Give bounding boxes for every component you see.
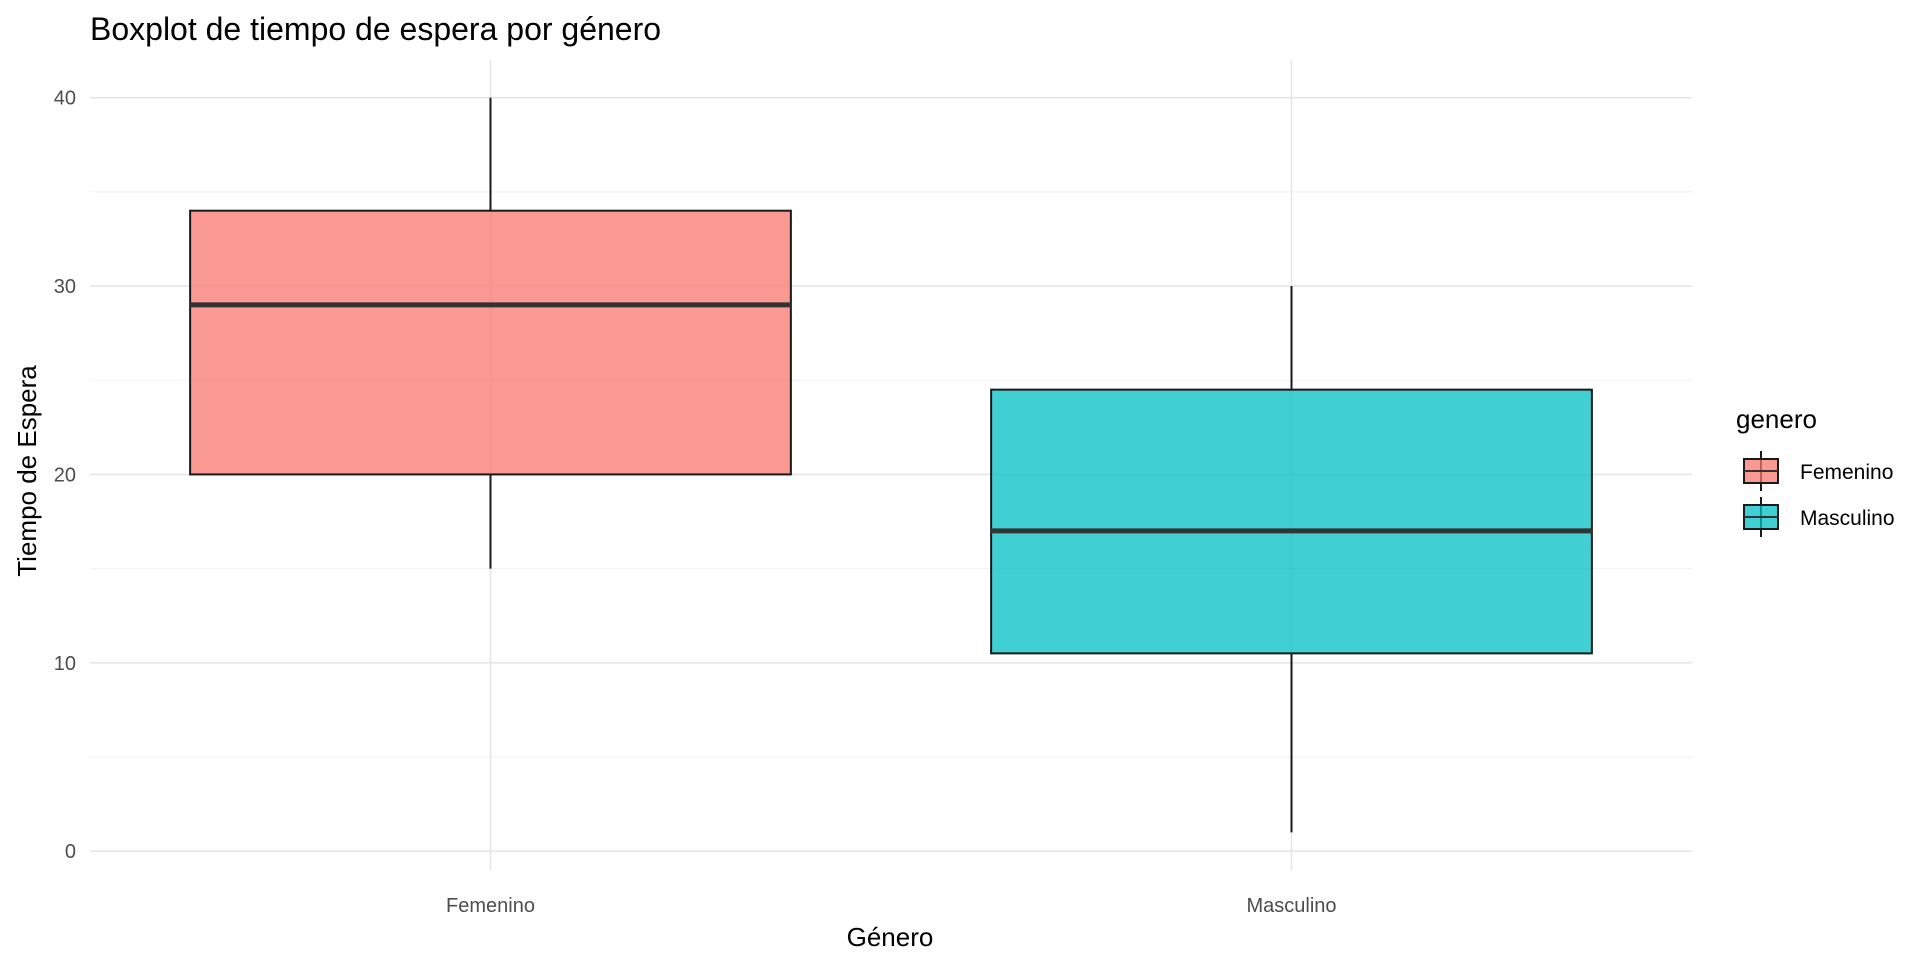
y-tick-label: 30 (54, 276, 76, 298)
x-axis-title: Género (847, 922, 934, 952)
boxes-layer (189, 97, 1593, 833)
legend-item-femenino: Femenino (1743, 451, 1893, 491)
y-axis-title: Tiempo de Espera (12, 365, 42, 577)
legend-item-masculino: Masculino (1743, 497, 1895, 537)
box-femenino (189, 97, 792, 569)
legend-items: Femenino Masculino (1743, 451, 1895, 537)
box-masculino (990, 286, 1593, 833)
legend-title: genero (1736, 404, 1817, 434)
y-tick-label: 20 (54, 464, 76, 486)
legend: genero Femenino Masculino (1736, 404, 1895, 537)
chart-title: Boxplot de tiempo de espera por género (90, 11, 661, 47)
y-tick-label: 40 (54, 88, 76, 110)
x-tick-label: Masculino (1246, 895, 1336, 917)
y-tick-label: 0 (65, 841, 76, 863)
box-body (990, 388, 1593, 655)
tick-labels: 0 10 20 30 40 Femenino Masculino (54, 88, 1337, 917)
box-body (189, 209, 792, 476)
legend-label: Femenino (1800, 461, 1893, 484)
legend-label: Masculino (1800, 507, 1895, 530)
x-tick-label: Femenino (446, 895, 535, 917)
y-tick-label: 10 (54, 653, 76, 675)
